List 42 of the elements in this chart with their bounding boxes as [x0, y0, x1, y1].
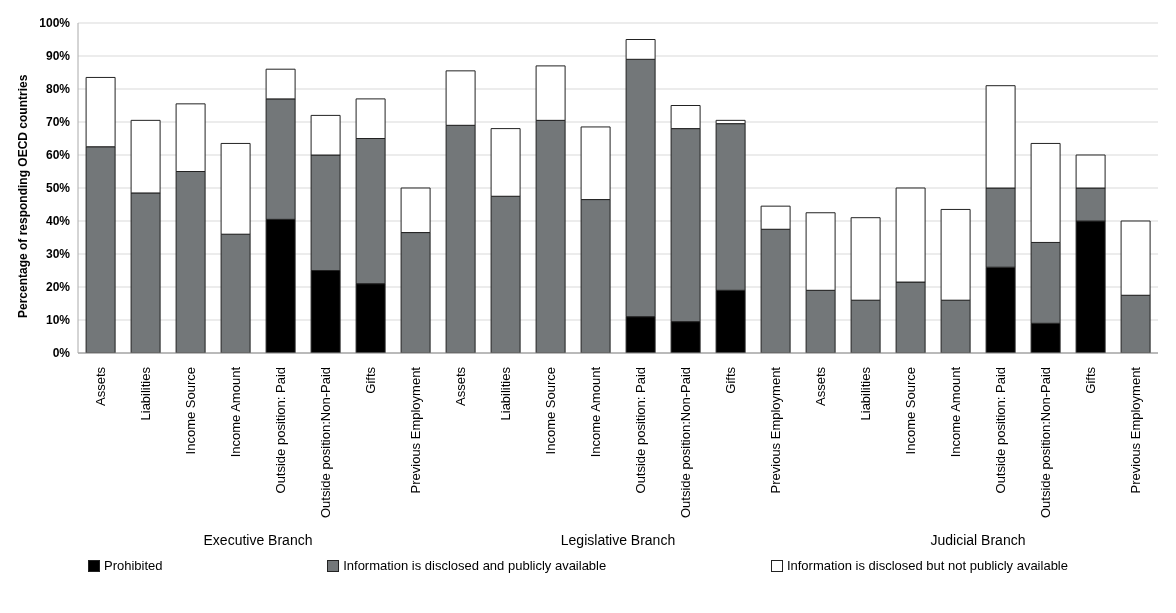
- y-tick-label: 20%: [45, 280, 71, 295]
- x-tick-label: Liabilities: [498, 366, 513, 421]
- x-tick-label: Previous Employment: [408, 366, 423, 494]
- y-tick-label: 100%: [39, 16, 71, 31]
- y-tick-label: 80%: [45, 82, 71, 97]
- x-tick-label: Assets: [93, 366, 108, 407]
- x-tick-label: Income Amount: [228, 366, 243, 458]
- text: Judicial Branch: [929, 532, 1027, 548]
- x-tick-label: Gifts: [723, 366, 738, 394]
- legend-label: Prohibited: [103, 558, 163, 573]
- x-tick-label: Outside position:Non-Paid: [318, 367, 333, 519]
- x-tick-label: Assets: [453, 366, 468, 407]
- x-tick-label: Income Source: [183, 367, 198, 455]
- y-tick-label: 90%: [45, 49, 71, 64]
- legend-label: Information is disclosed and publicly available: [342, 558, 607, 573]
- y-tick-label: 50%: [45, 181, 71, 196]
- x-tick-label: Outside position: Paid: [273, 367, 288, 494]
- text: Executive Branch: [202, 532, 314, 548]
- x-tick-label: Liabilities: [138, 366, 153, 421]
- x-tick-label: Income Source: [903, 367, 918, 455]
- x-tick-label: Outside position: Paid: [633, 367, 648, 494]
- x-tick-label: Previous Employment: [768, 366, 783, 494]
- x-tick-label: Assets: [813, 366, 828, 407]
- y-tick-label: 70%: [45, 115, 71, 130]
- y-tick-label: 30%: [45, 247, 71, 262]
- x-tick-label: Liabilities: [858, 366, 873, 421]
- y-tick-label: 0%: [52, 346, 71, 361]
- x-tick-label: Income Amount: [948, 366, 963, 458]
- y-tick-label: 10%: [45, 313, 71, 328]
- x-tick-label: Outside position:Non-Paid: [1038, 367, 1053, 519]
- text: Legislative Branch: [559, 532, 677, 548]
- x-tick-label: Previous Employment: [1128, 366, 1143, 494]
- legend-label: Information is disclosed but not publicly available: [785, 558, 1068, 573]
- x-tick-label: Income Amount: [588, 366, 603, 458]
- y-tick-label: 40%: [45, 214, 71, 229]
- x-tick-label: Gifts: [1083, 366, 1098, 394]
- x-tick-label: Outside position: Paid: [993, 367, 1008, 494]
- x-tick-label: Outside position:Non-Paid: [678, 367, 693, 519]
- x-tick-label: Income Source: [543, 367, 558, 455]
- y-tick-label: 60%: [45, 148, 71, 163]
- y-axis-title: Percentage of responding OECD countries: [16, 74, 31, 318]
- x-tick-label: Gifts: [363, 366, 378, 394]
